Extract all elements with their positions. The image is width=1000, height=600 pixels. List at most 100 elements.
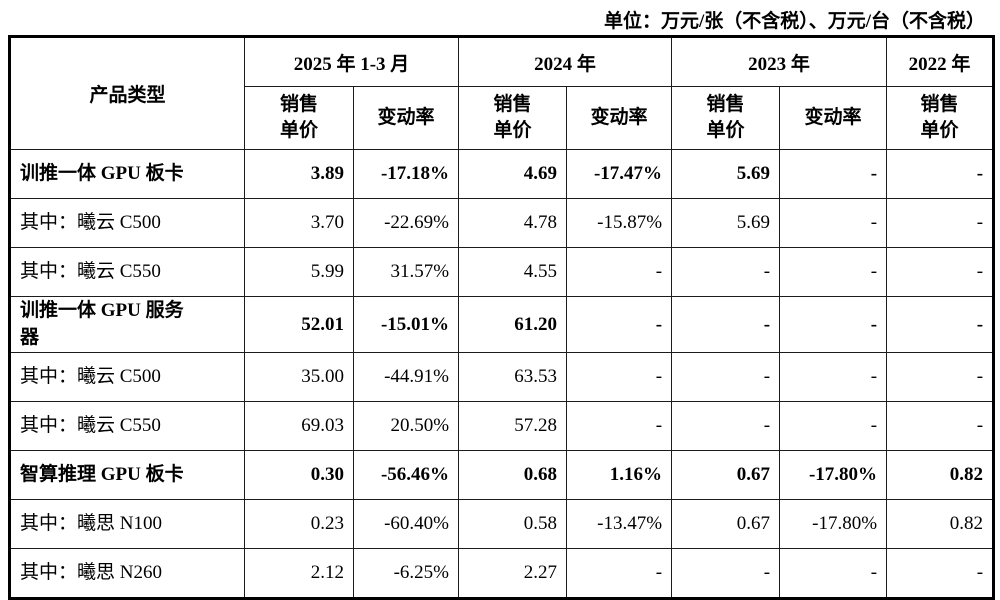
col-group-2024: 2024 年 (458, 36, 673, 87)
value-cell: 35.00 (244, 352, 354, 403)
value-cell: - (886, 247, 995, 297)
value-cell: 2.27 (458, 548, 568, 600)
product-name-cell: 其中：曦思 N260 (9, 548, 245, 600)
value-cell: 3.70 (244, 198, 354, 248)
product-name-cell: 其中：曦云 C550 (9, 247, 245, 297)
table-row: 训推一体 GPU 板卡 3.89 -17.18% 4.69 -17.47% 5.69- - (9, 149, 995, 199)
value-cell: 0.58 (458, 499, 568, 550)
table-row: 其中：曦思 N260 2.12 -6.25% 2.27- - - - (9, 548, 995, 600)
value-cell: 0.82 (886, 450, 995, 501)
value-cell: 0.67 (671, 499, 781, 550)
value-cell: 0.23 (244, 499, 354, 550)
value-cell: - (779, 247, 888, 297)
value-cell: - (779, 149, 888, 199)
value-cell: - (671, 295, 781, 354)
value-cell: -15.87% (566, 198, 673, 248)
value-cell: 4.78 (458, 198, 568, 248)
value-cell: 2.12 (244, 548, 354, 600)
value-cell: -15.01% (352, 295, 460, 354)
value-cell: - (779, 198, 888, 248)
product-name-cell: 智算推理 GPU 板卡 (9, 450, 245, 501)
table-row: 其中：曦思 N100 0.23 -60.40% 0.58 -13.47% 0.67 -17.… (9, 499, 995, 550)
value-cell: 52.01 (244, 295, 354, 354)
value-cell: - (886, 149, 995, 199)
value-cell: -6.25% (352, 548, 460, 600)
value-cell: 5.69 (671, 149, 781, 199)
value-cell: - (671, 401, 781, 452)
product-name-cell: 其中：曦云 C500 (9, 198, 245, 248)
value-cell: 4.69 (458, 149, 568, 199)
unit-note: 单位：万元/张（不含税）、万元/台（不含税） (603, 11, 985, 32)
value-cell: 57.28 (458, 401, 568, 452)
value-cell: 0.82 (886, 499, 995, 550)
value-cell: 61.20 (458, 295, 568, 354)
table-row: 其中：曦云 C550 5.99 31.57% 4.55- - - - (9, 247, 995, 297)
table-row: 其中：曦云 C550 69.03 20.50% 57.28- - - - (9, 401, 995, 452)
value-cell: - (566, 401, 673, 452)
header-sub-row: 销售 单价 变动率 销售 单价 变动率 销售 单价 变动率 销售 单价 (10, 86, 995, 150)
table-row: 训推一体 GPU 服务 器 52.01 -15.01% 61.20- - - - (9, 295, 995, 354)
value-cell: - (779, 352, 888, 403)
col-group-2022: 2022 年 (886, 36, 995, 87)
value-cell: - (779, 401, 888, 452)
value-cell: 69.03 (244, 401, 354, 452)
value-cell: - (779, 295, 888, 354)
product-name-cell: 训推一体 GPU 服务 器 (9, 295, 245, 354)
value-cell: 3.89 (244, 149, 354, 199)
col-header-unit-price-2024: 销售 单价 (458, 86, 568, 150)
table-header: 产品类型 2025 年 1-3 月 2024 年 2023 年 2022 年 销… (9, 36, 995, 150)
value-cell: 63.53 (458, 352, 568, 403)
col-header-unit-price-2025: 销售 单价 (244, 86, 354, 150)
value-cell: - (886, 548, 995, 600)
value-cell: - (886, 352, 995, 403)
value-cell: -44.91% (352, 352, 460, 403)
value-cell: - (671, 548, 781, 600)
value-cell: -60.40% (352, 499, 460, 550)
value-cell: - (566, 247, 673, 297)
value-cell: -17.47% (566, 149, 673, 199)
value-cell: 20.50% (352, 401, 460, 452)
table-row: 其中：曦云 C500 35.00 -44.91% 63.53- - - - (9, 352, 995, 403)
price-table: 产品类型 2025 年 1-3 月 2024 年 2023 年 2022 年 销… (8, 35, 996, 600)
value-cell: -56.46% (352, 450, 460, 501)
product-name-cell: 其中：曦思 N100 (9, 499, 245, 550)
value-cell: 0.68 (458, 450, 568, 501)
value-cell: 0.67 (671, 450, 781, 501)
col-header-change-rate-2023: 变动率 (779, 86, 888, 150)
value-cell: -13.47% (566, 499, 673, 550)
value-cell: - (671, 352, 781, 403)
value-cell: - (779, 548, 888, 600)
header-group-row: 产品类型 2025 年 1-3 月 2024 年 2023 年 2022 年 (9, 36, 995, 150)
value-cell: 5.69 (671, 198, 781, 248)
col-header-unit-price-2022: 销售 单价 (886, 86, 995, 150)
value-cell: -17.80% (779, 499, 888, 550)
product-name-cell: 训推一体 GPU 板卡 (9, 149, 245, 199)
value-cell: - (671, 247, 781, 297)
value-cell: - (886, 198, 995, 248)
table-row: 智算推理 GPU 板卡 0.30 -56.46% 0.68 1.16% 0.67 -17.8… (9, 450, 995, 501)
col-header-unit-price-2023: 销售 单价 (671, 86, 781, 150)
value-cell: -17.80% (779, 450, 888, 501)
value-cell: -17.18% (352, 149, 460, 199)
value-cell: - (566, 548, 673, 600)
value-cell: - (886, 401, 995, 452)
col-header-change-rate-2024: 变动率 (566, 86, 673, 150)
product-name-cell: 其中：曦云 C550 (9, 401, 245, 452)
value-cell: - (566, 295, 673, 354)
value-cell: 31.57% (352, 247, 460, 297)
value-cell: -22.69% (352, 198, 460, 248)
value-cell: 0.30 (244, 450, 354, 501)
value-cell: 1.16% (566, 450, 673, 501)
value-cell: 5.99 (244, 247, 354, 297)
col-group-2025: 2025 年 1-3 月 (243, 36, 460, 87)
product-name-cell: 其中：曦云 C500 (9, 352, 245, 403)
value-cell: 4.55 (458, 247, 568, 297)
product-type-header: 产品类型 (9, 36, 245, 150)
value-cell: - (566, 352, 673, 403)
table-row: 其中：曦云 C500 3.70 -22.69% 4.78 -15.87% 5.69- - (9, 198, 995, 248)
value-cell: - (886, 295, 995, 354)
col-group-2023: 2023 年 (671, 36, 888, 87)
table-body: 训推一体 GPU 板卡 3.89 -17.18% 4.69 -17.47% 5.69- - 其… (9, 149, 995, 600)
col-header-change-rate-2025: 变动率 (352, 86, 460, 150)
